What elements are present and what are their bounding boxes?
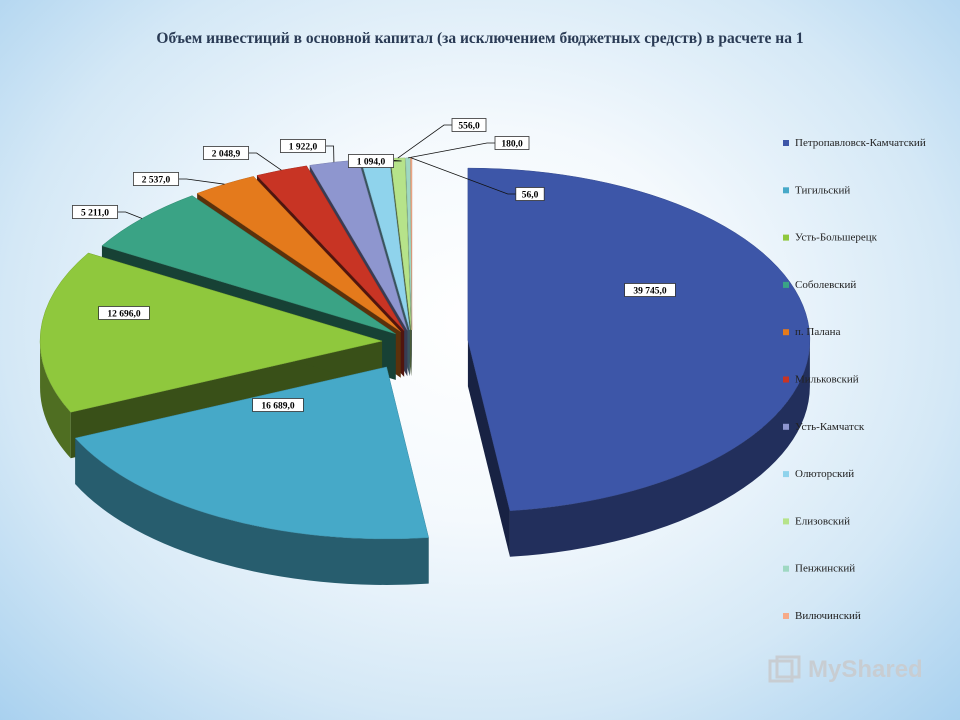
legend-swatch-7 (783, 471, 789, 478)
watermark-text: MyShared (808, 656, 923, 683)
legend-item-5: Мильковский (795, 374, 859, 386)
data-label-4: 2 537,0 (142, 175, 171, 185)
slice-side-1-0 (75, 438, 429, 585)
legend-swatch-3 (783, 281, 789, 288)
data-label-9: 180,0 (501, 139, 523, 149)
pie-tops (39, 157, 811, 540)
pie-slice-3 (101, 195, 396, 335)
legend-swatch-1 (783, 187, 789, 194)
slice-side-2-0 (40, 341, 71, 459)
leader-line-9 (407, 142, 495, 159)
legend-item-1: Тигильский (795, 184, 850, 196)
data-label-6: 1 922,0 (289, 142, 318, 152)
pie-slice-0 (467, 167, 811, 512)
legend-swatch-2 (783, 234, 789, 241)
legend-item-7: Олюторский (795, 468, 854, 480)
watermark-logo-icon (768, 655, 801, 683)
legend-item-9: Пенжинский (795, 563, 855, 575)
data-label-box-1 (252, 398, 304, 412)
data-labels: 39 745,0 16 689,0 12 696,0 5 211,0 2 537,0 2 … (72, 118, 676, 412)
data-label-box-3 (72, 205, 119, 219)
data-label-8: 556,0 (458, 121, 480, 131)
legend-item-3: Соболевский (795, 279, 856, 291)
legend-swatch-0 (783, 140, 789, 146)
data-label-10: 56,0 (522, 190, 539, 200)
leader-line-6 (325, 145, 335, 163)
data-label-box-6 (279, 139, 326, 153)
legend: Петропавловск-Камчатский Тигильский Усть-Б… (783, 137, 926, 622)
pie-slice-2 (39, 252, 384, 413)
leader-line-4 (178, 178, 225, 185)
slice-wall-0-1 (467, 340, 510, 557)
data-label-box-8 (451, 118, 487, 132)
watermark: MyShared (768, 655, 923, 685)
data-label-5: 2 048,9 (212, 149, 241, 159)
legend-swatch-10 (783, 613, 789, 619)
leader-line-3 (117, 211, 143, 219)
data-label-2: 12 696,0 (107, 309, 141, 319)
leader-line-8 (397, 124, 452, 159)
data-label-box-5 (202, 146, 249, 160)
legend-swatch-9 (783, 565, 789, 572)
data-label-box-9 (494, 136, 530, 150)
data-label-1: 16 689,0 (261, 401, 295, 411)
data-label-0: 39 745,0 (633, 286, 667, 296)
data-label-box-0 (624, 283, 676, 297)
legend-item-10: Вилючинский (795, 610, 861, 622)
legend-item-6: Усть-Камчатск (795, 421, 865, 433)
legend-swatch-5 (783, 376, 789, 383)
legend-item-0: Петропавловск-Камчатский (795, 137, 926, 149)
data-label-box-4 (132, 172, 179, 186)
data-label-box-7 (347, 154, 394, 168)
legend-swatch-4 (783, 329, 789, 336)
legend-item-2: Усть-Большерецк (795, 232, 878, 244)
legend-swatch-6 (783, 423, 789, 430)
data-label-box-2 (98, 306, 150, 320)
pie-slice-4 (196, 176, 401, 332)
slice-side-0-0 (509, 340, 810, 557)
pie-slice-1 (74, 366, 429, 540)
data-label-7: 1 094,0 (357, 157, 386, 167)
chart-title: Объем инвестиций в основной капитал (за … (156, 30, 804, 47)
leader-line-10 (411, 157, 516, 195)
leader-line-5 (248, 152, 282, 171)
legend-item-4: п. Палана (795, 326, 841, 338)
data-label-3: 5 211,0 (81, 208, 109, 218)
legend-swatch-8 (783, 518, 789, 525)
legend-item-8: Елизовский (795, 515, 850, 527)
data-label-box-10 (515, 187, 545, 201)
